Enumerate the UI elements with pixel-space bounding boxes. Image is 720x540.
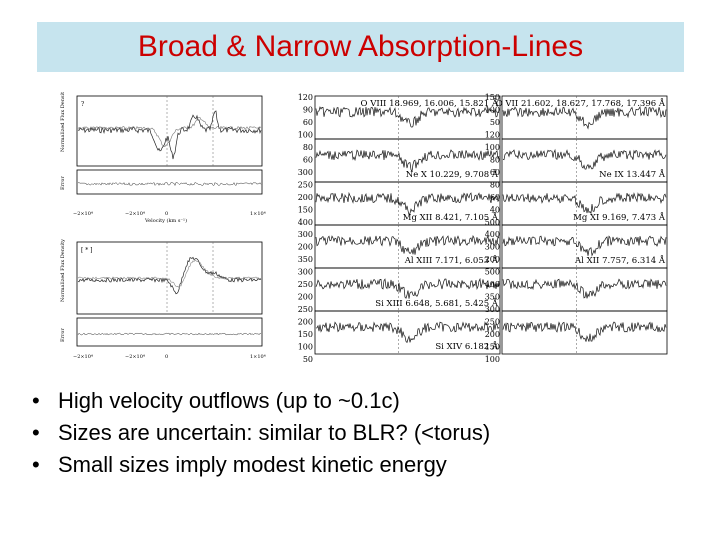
y-tick-label: 50 bbox=[303, 355, 313, 362]
y-tick-label: 150 bbox=[485, 343, 500, 352]
narrow-line-spectrum bbox=[315, 234, 500, 255]
right-figure-line-labels: O VIII 18.969, 16.006, 15.821 Å Ne X 10.2… bbox=[361, 97, 666, 352]
right-figure-left-ticks: 120 90 60 100 80 60 300 250 200 150 400 300 200 350 30… bbox=[298, 93, 313, 362]
y-tick-label: 300 bbox=[485, 243, 500, 252]
y-tick-label: 500 bbox=[485, 268, 500, 277]
y-tick-label: 100 bbox=[298, 130, 313, 139]
line-panel-frame bbox=[501, 310, 668, 355]
y-tick-label: 50 bbox=[490, 118, 500, 127]
y-tick-label: 60 bbox=[303, 155, 313, 164]
bottom-x-tick-2: −2×10⁴ bbox=[125, 354, 145, 360]
y-tick-label: 80 bbox=[490, 180, 500, 189]
top-panel-tag: ? bbox=[81, 101, 84, 108]
y-tick-label: 300 bbox=[485, 305, 500, 314]
line-id-label: Ne IX 13.447 Å bbox=[599, 168, 666, 180]
line-id-label: Al XII 7.757, 6.314 Å bbox=[574, 254, 666, 266]
line-id-label: Si XIII 6.648, 5.681, 5.425 Å bbox=[375, 297, 499, 309]
y-tick-label: 60 bbox=[490, 168, 500, 177]
top-error-axis-label: Error bbox=[60, 176, 66, 190]
right-absorption-figure: 120 90 60 100 80 60 300 250 200 150 400 300 200 350 30… bbox=[298, 93, 668, 362]
y-tick-label: 250 bbox=[298, 280, 313, 289]
y-tick-label: 60 bbox=[303, 118, 313, 127]
y-tick-label: 500 bbox=[485, 218, 500, 227]
narrow-line-spectrum bbox=[502, 235, 667, 257]
y-tick-label: 150 bbox=[298, 205, 313, 214]
y-tick-label: 200 bbox=[298, 193, 313, 202]
line-id-label: Mg XII 8.421, 7.105 Å bbox=[403, 211, 499, 223]
y-tick-label: 100 bbox=[298, 343, 313, 352]
bullet-item: • High velocity outflows (up to ~0.1c) bbox=[32, 388, 400, 413]
y-tick-label: 80 bbox=[303, 143, 313, 152]
line-id-label: Mg XI 9.169, 7.473 Å bbox=[573, 211, 666, 223]
line-panel-frame bbox=[501, 267, 668, 312]
bottom-error-axis-label: Error bbox=[60, 328, 66, 342]
left-absorption-figure: ? Normalized Flux Density Error −2×10⁴ −… bbox=[60, 92, 266, 360]
bullet-item: • Sizes are uncertain: similar to BLR? (<… bbox=[32, 420, 491, 445]
narrow-line-spectrum bbox=[315, 149, 500, 173]
bottom-x-tick-3: 0 bbox=[165, 354, 168, 360]
bottom-flux-axis-label: Normalized Flux Density bbox=[60, 239, 66, 302]
line-panel-frame bbox=[314, 310, 501, 355]
narrow-line-spectrum bbox=[502, 321, 667, 342]
y-tick-label: 80 bbox=[490, 155, 500, 164]
top-panel: ? Normalized Flux Density Error −2×10⁴ −… bbox=[60, 92, 266, 224]
right-figure-panels bbox=[314, 95, 668, 355]
y-tick-label: 250 bbox=[485, 318, 500, 327]
y-tick-label: 200 bbox=[485, 330, 500, 339]
narrow-line-spectrum bbox=[315, 106, 500, 128]
narrow-line-spectrum bbox=[315, 321, 500, 344]
line-id-label: O VII 21.602, 18.627, 17.768, 17.396 Å bbox=[496, 97, 666, 109]
y-tick-label: 250 bbox=[298, 305, 313, 314]
y-tick-label: 400 bbox=[298, 218, 313, 227]
y-tick-label: 40 bbox=[490, 205, 500, 214]
top-x-tick-3: 0 bbox=[165, 211, 168, 217]
top-x-axis-label: Velocity (km s⁻¹) bbox=[144, 217, 187, 224]
narrow-line-spectrum bbox=[502, 148, 667, 170]
narrow-line-spectrum bbox=[502, 192, 667, 215]
y-tick-label: 300 bbox=[298, 268, 313, 277]
right-figure-right-ticks: 1501005012010080608060405004003002005004… bbox=[485, 93, 500, 362]
y-tick-label: 350 bbox=[485, 293, 500, 302]
y-tick-label: 100 bbox=[485, 355, 500, 362]
top-x-tick-2: −2×10⁴ bbox=[125, 211, 145, 217]
narrow-line-spectrum bbox=[315, 277, 500, 299]
narrow-line-spectrum bbox=[315, 191, 500, 216]
bottom-x-tick-4: 1×10⁴ bbox=[250, 354, 266, 360]
bullet-item: • Small sizes imply modest kinetic energy bbox=[32, 452, 447, 477]
y-tick-label: 400 bbox=[485, 280, 500, 289]
narrow-line-spectrum bbox=[502, 278, 667, 299]
y-tick-label: 150 bbox=[298, 330, 313, 339]
y-tick-label: 350 bbox=[298, 255, 313, 264]
y-tick-label: 100 bbox=[485, 105, 500, 114]
title-bar: Broad & Narrow Absorption-Lines bbox=[37, 22, 684, 72]
y-tick-label: 200 bbox=[298, 318, 313, 327]
y-tick-label: 100 bbox=[485, 143, 500, 152]
y-tick-label: 120 bbox=[298, 93, 313, 102]
y-tick-label: 150 bbox=[485, 93, 500, 102]
narrow-line-spectrum bbox=[502, 106, 667, 130]
y-tick-label: 250 bbox=[298, 180, 313, 189]
y-tick-label: 200 bbox=[485, 255, 500, 264]
line-id-label: Ne X 10.229, 9.708 Å bbox=[406, 168, 499, 180]
y-tick-label: 400 bbox=[485, 230, 500, 239]
y-tick-label: 300 bbox=[298, 168, 313, 177]
bullet-list: • High velocity outflows (up to ~0.1c) • S… bbox=[30, 385, 700, 481]
y-tick-label: 90 bbox=[303, 105, 313, 114]
bottom-x-tick-1: −2×10⁴ bbox=[73, 354, 93, 360]
line-id-label: Al XIII 7.171, 6.053 Å bbox=[404, 254, 499, 266]
top-x-tick-1: −2×10⁴ bbox=[73, 211, 93, 217]
bottom-panel: [ * ] Normalized Flux Density Error −2×1… bbox=[60, 239, 266, 360]
y-tick-label: 200 bbox=[298, 243, 313, 252]
top-flux-axis-label: Normalized Flux Density bbox=[60, 92, 66, 152]
line-id-label: O VIII 18.969, 16.006, 15.821 Å bbox=[361, 97, 499, 109]
y-tick-label: 300 bbox=[298, 230, 313, 239]
bottom-panel-tag: [ * ] bbox=[81, 247, 93, 254]
y-tick-label: 120 bbox=[485, 130, 500, 139]
top-x-tick-4: 1×10⁴ bbox=[250, 211, 266, 217]
y-tick-label: 200 bbox=[298, 293, 313, 302]
line-id-label: Si XIV 6.182 Å bbox=[435, 340, 499, 352]
slide-title: Broad & Narrow Absorption-Lines bbox=[137, 30, 584, 63]
